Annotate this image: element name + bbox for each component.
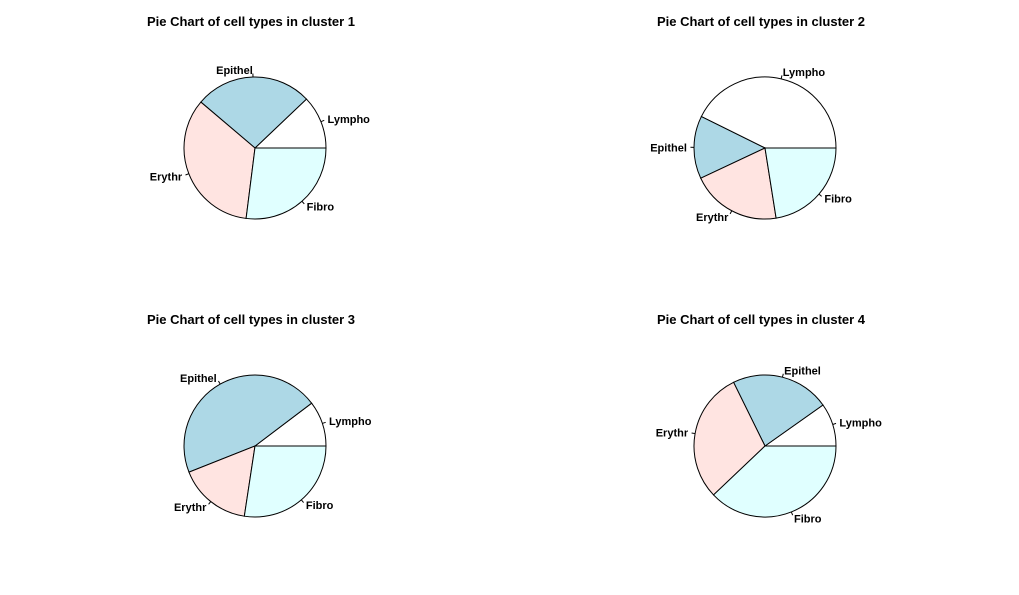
slice-label-fibro: Fibro bbox=[307, 202, 335, 214]
slice-label-tick bbox=[322, 421, 326, 424]
slice-label-tick bbox=[300, 499, 304, 503]
slice-label-erythr: Erythr bbox=[174, 502, 207, 514]
slice-label-lympho: Lympho bbox=[839, 417, 882, 429]
pie-slice-erythr bbox=[183, 101, 256, 219]
pie-slice-erythr bbox=[188, 445, 256, 517]
slice-label-tick bbox=[832, 422, 837, 425]
slice-label-lympho: Lympho bbox=[329, 416, 372, 428]
slice-label-tick bbox=[818, 193, 823, 197]
slice-label-epithel: Epithel bbox=[216, 65, 253, 77]
slice-label-tick bbox=[729, 210, 733, 215]
pie-slice-epithel bbox=[693, 115, 767, 179]
slice-label-tick bbox=[691, 432, 696, 435]
pie-slice-epithel bbox=[183, 374, 313, 473]
slice-label-fibro: Fibro bbox=[306, 500, 334, 512]
pie-slice-fibro bbox=[712, 445, 837, 518]
pie-chart-cluster-2: Pie Chart of cell types in cluster 2 Lymp… bbox=[650, 14, 865, 224]
slice-label-fibro: Fibro bbox=[824, 194, 852, 206]
chart-title: Pie Chart of cell types in cluster 2 bbox=[657, 14, 865, 29]
slice-label-tick bbox=[185, 173, 190, 176]
slice-label-epithel: Epithel bbox=[784, 365, 821, 377]
chart-title: Pie Chart of cell types in cluster 4 bbox=[657, 312, 866, 327]
pie-chart-cluster-3: Pie Chart of cell types in cluster 3 Lymp… bbox=[147, 312, 372, 518]
pie-slice-epithel bbox=[732, 374, 824, 447]
slice-label-tick bbox=[208, 501, 212, 505]
chart-title: Pie Chart of cell types in cluster 3 bbox=[147, 312, 355, 327]
slice-label-erythr: Erythr bbox=[696, 212, 729, 224]
slice-label-erythr: Erythr bbox=[656, 427, 689, 439]
slice-label-lympho: Lympho bbox=[783, 67, 826, 79]
slice-label-tick bbox=[780, 75, 783, 79]
pie-slice-epithel bbox=[200, 76, 308, 149]
pie-chart-cluster-4: Pie Chart of cell types in cluster 4 Lymp… bbox=[656, 312, 882, 526]
slice-label-epithel: Epithel bbox=[180, 373, 217, 385]
slice-label-lympho: Lympho bbox=[328, 114, 371, 126]
pie-slice-fibro bbox=[764, 147, 837, 219]
slice-label-tick bbox=[790, 511, 794, 516]
pie-chart-cluster-1: Pie Chart of cell types in cluster 1 Lymp… bbox=[147, 14, 371, 220]
slice-label-tick bbox=[781, 373, 784, 378]
slice-label-tick bbox=[301, 200, 305, 205]
pie-slice-erythr bbox=[693, 381, 766, 496]
slice-label-epithel: Epithel bbox=[650, 142, 687, 154]
slice-label-tick bbox=[218, 380, 221, 385]
slice-label-erythr: Erythr bbox=[150, 171, 183, 183]
slice-label-tick bbox=[320, 119, 325, 123]
chart-title: Pie Chart of cell types in cluster 1 bbox=[147, 14, 355, 29]
slice-label-fibro: Fibro bbox=[794, 514, 822, 526]
